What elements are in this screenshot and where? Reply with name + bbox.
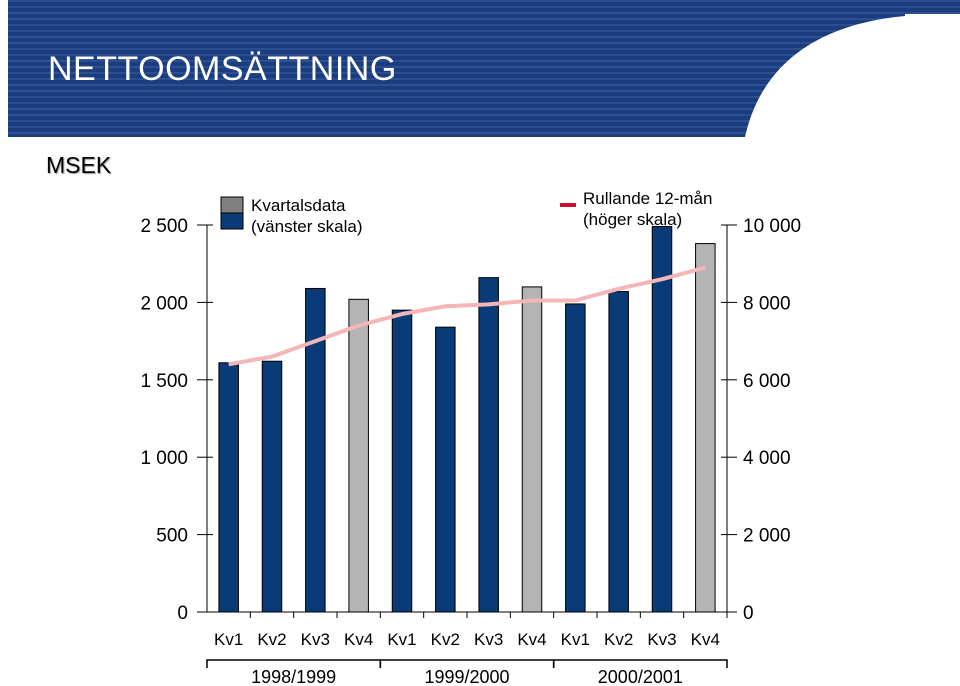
x-tick-label: Kv1 bbox=[214, 630, 243, 649]
unit-label: MSEK bbox=[46, 152, 112, 178]
bar bbox=[608, 291, 629, 613]
bar bbox=[565, 303, 586, 613]
right-axis-ticks: 0 2 000 4 000 6 000 8 000 10 000 bbox=[721, 216, 801, 624]
legend-rolling-line2: (höger skala) bbox=[583, 210, 682, 229]
x-tick-label: Kv4 bbox=[691, 630, 720, 649]
bar bbox=[651, 226, 673, 613]
x-tick-label: Kv1 bbox=[387, 630, 416, 649]
bars bbox=[218, 226, 716, 613]
legend-quarterly-line2: (vänster skala) bbox=[251, 217, 362, 236]
right-tick-label: 10 000 bbox=[743, 216, 801, 237]
bar bbox=[348, 298, 369, 613]
x-tick-label: Kv3 bbox=[474, 630, 503, 649]
bar bbox=[478, 277, 499, 613]
year-group-label: 2000/2001 bbox=[598, 667, 683, 686]
legend-quarterly-line1: Kvartalsdata bbox=[251, 196, 346, 215]
bar bbox=[521, 286, 543, 613]
rolling-12m-line bbox=[228, 265, 706, 367]
legend-swatch-gray bbox=[220, 196, 244, 214]
left-axis-ticks: 0 500 1 000 1 500 2 000 2 500 bbox=[140, 216, 213, 624]
x-tick-label: Kv4 bbox=[344, 630, 373, 649]
bar bbox=[391, 309, 413, 613]
left-tick-label: 2 000 bbox=[140, 293, 188, 314]
x-tick-label: Kv3 bbox=[301, 630, 330, 649]
right-tick-label: 2 000 bbox=[743, 526, 791, 547]
x-tick-label: Kv2 bbox=[431, 630, 460, 649]
legend-rolling-line1: Rullande 12-mån bbox=[583, 189, 712, 208]
x-tick-label: Kv2 bbox=[604, 630, 633, 649]
right-tick-label: 8 000 bbox=[743, 293, 791, 314]
year-group-label: 1998/1999 bbox=[251, 667, 336, 686]
bar bbox=[435, 326, 456, 613]
x-tick-label: Kv4 bbox=[517, 630, 546, 649]
legend-swatch-line bbox=[560, 203, 576, 207]
x-tick-label: Kv2 bbox=[257, 630, 286, 649]
header-banner bbox=[8, 0, 960, 140]
bar bbox=[695, 243, 716, 613]
year-groups: 1998/1999 1999/2000 2000/2001 bbox=[206, 659, 728, 686]
bar bbox=[218, 362, 239, 613]
year-group-label: 1999/2000 bbox=[424, 667, 509, 686]
legend: Kvartalsdata (vänster skala) Rullande 12… bbox=[220, 189, 712, 236]
right-tick-label: 4 000 bbox=[743, 448, 791, 469]
x-tick-label: Kv1 bbox=[561, 630, 590, 649]
x-tick-label: Kv3 bbox=[647, 630, 676, 649]
x-axis-labels: Kv1 Kv2 Kv3 Kv4 Kv1 Kv2 Kv3 Kv4 Kv1 Kv2 Kv3 Kv4 bbox=[214, 612, 728, 649]
left-tick-label: 1 000 bbox=[140, 448, 188, 469]
legend-swatch-blue bbox=[220, 212, 244, 230]
left-tick-label: 500 bbox=[156, 526, 188, 547]
right-tick-label: 6 000 bbox=[743, 371, 791, 392]
rolling-line bbox=[228, 265, 706, 367]
bar bbox=[305, 287, 326, 613]
left-tick-label: 0 bbox=[177, 603, 188, 624]
year-group-bracket bbox=[552, 659, 728, 668]
right-tick-label: 0 bbox=[743, 603, 754, 624]
page-title: NETTOOMSÄTTNING bbox=[48, 50, 397, 88]
left-tick-label: 2 500 bbox=[140, 216, 188, 237]
left-tick-label: 1 500 bbox=[140, 371, 188, 392]
bar bbox=[261, 360, 283, 613]
